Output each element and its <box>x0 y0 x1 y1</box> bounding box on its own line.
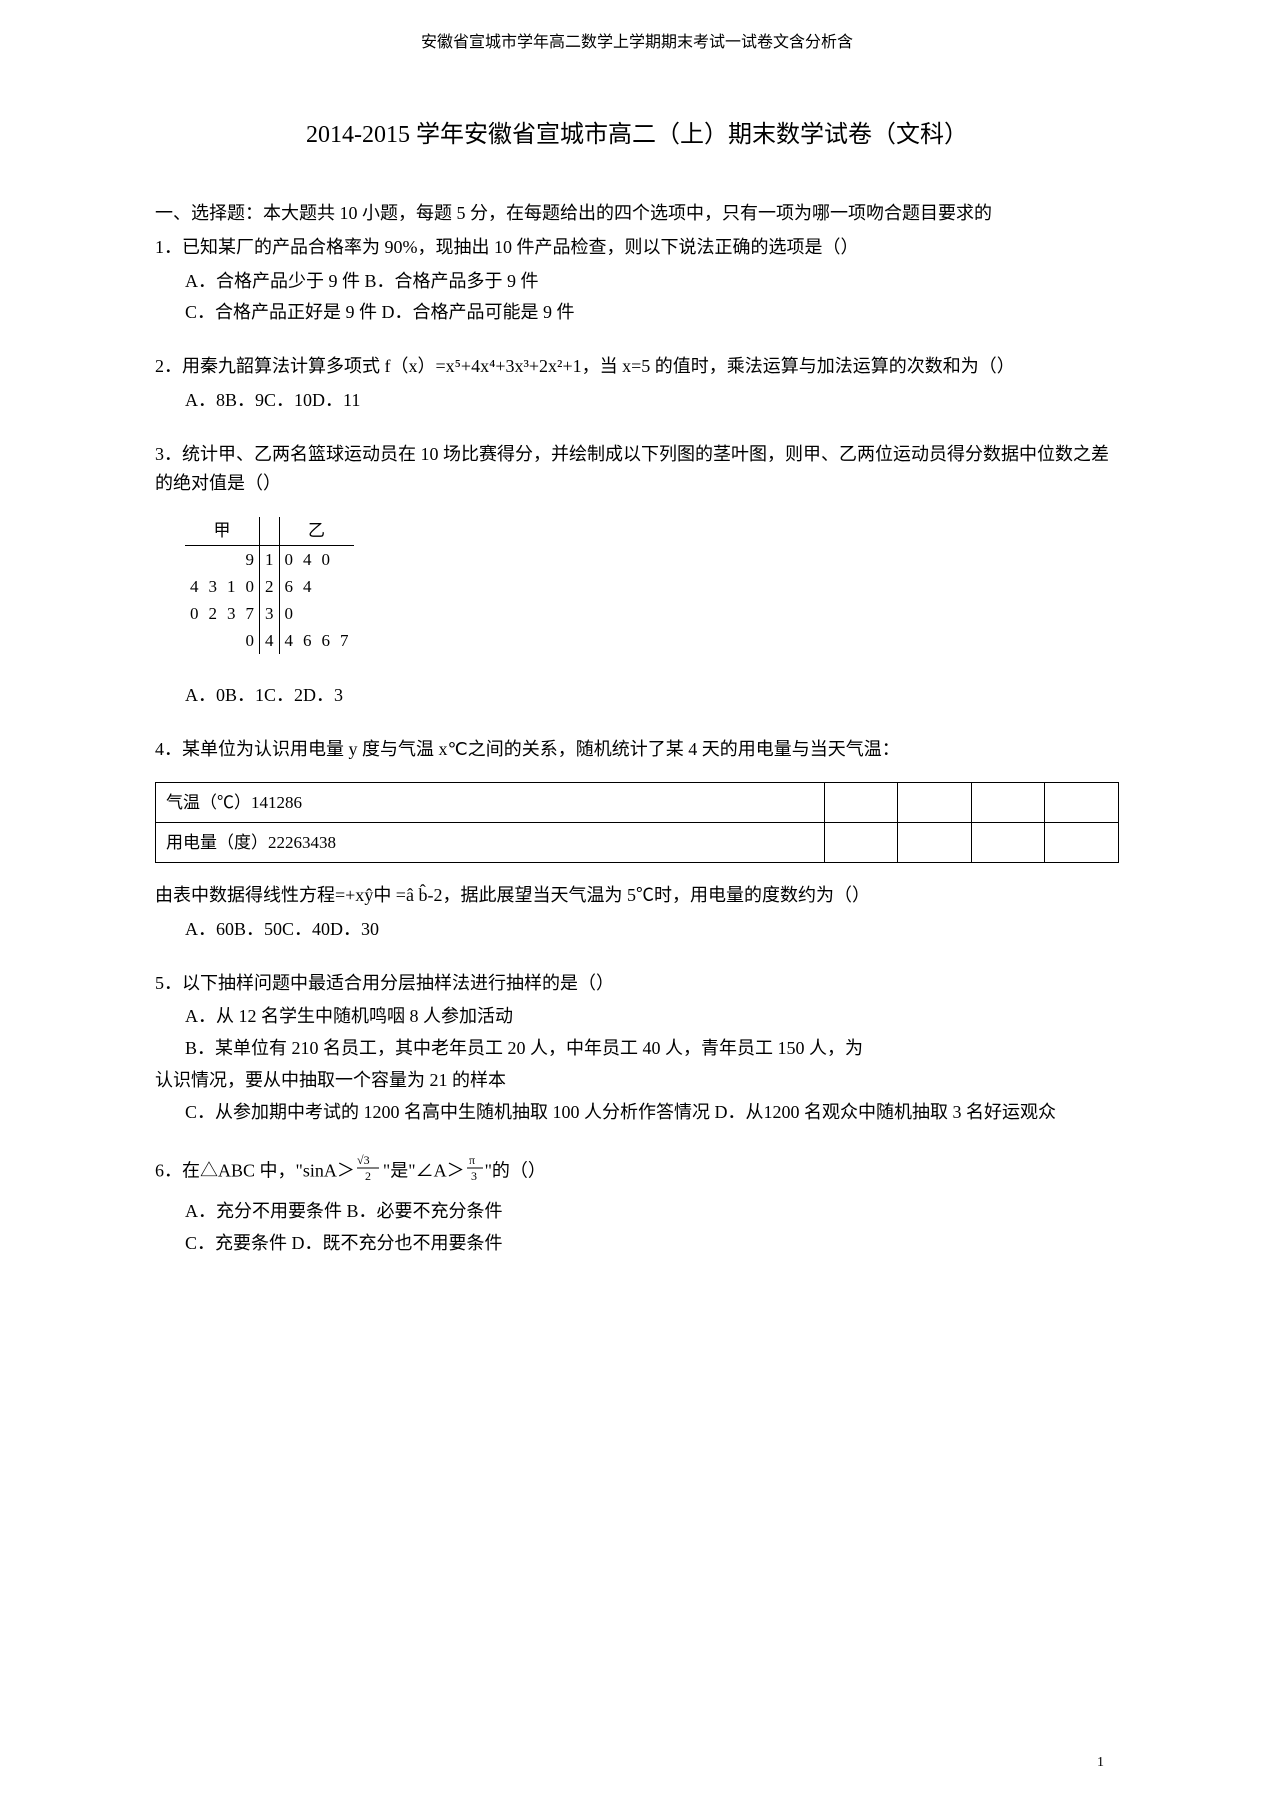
page-header: 安徽省宣城市学年高二数学上学期期末考试一试卷文含分析含 <box>155 30 1119 56</box>
section1-heading: 一、选择题：本大题共 10 小题，每题 5 分，在每题给出的四个选项中，只有一项… <box>155 199 1119 228</box>
q5-text: 5．以下抽样问题中最适合用分层抽样法进行抽样的是（） <box>155 969 1119 998</box>
question-1: 1．已知某厂的产品合格率为 90%，现抽出 10 件产品检查，则以下说法正确的选… <box>155 233 1119 327</box>
q3-text: 3．统计甲、乙两名篮球运动员在 10 场比赛得分，并绘制成以下列图的茎叶图，则甲… <box>155 440 1119 498</box>
page-number: 1 <box>1097 1752 1104 1774</box>
svg-text:π: π <box>469 1153 475 1167</box>
sqrt3-over-2-formula: √3 2 <box>355 1152 383 1193</box>
question-2: 2．用秦九韶算法计算多项式 f（x）=x⁵+4x⁴+3x³+2x²+1，当 x=… <box>155 352 1119 415</box>
stemleaf-header-left: 甲 <box>185 517 260 545</box>
stemleaf-row: 9 1 0 4 0 <box>185 545 354 573</box>
stemleaf-header-right: 乙 <box>279 517 354 545</box>
table-cell <box>898 782 972 822</box>
table-cell <box>971 782 1045 822</box>
q6-options-cd: C．充要条件 D．既不充分也不用要条件 <box>155 1229 1119 1258</box>
question-5: 5．以下抽样问题中最适合用分层抽样法进行抽样的是（） A．从 12 名学生中随机… <box>155 969 1119 1127</box>
question-4: 4．某单位为认识用电量 y 度与气温 x℃之间的关系，随机统计了某 4 天的用电… <box>155 735 1119 944</box>
q5-option-b-line1: B．某单位有 210 名员工，其中老年员工 20 人，中年员工 40 人，青年员… <box>155 1034 1119 1063</box>
stemleaf-row: 0 4 4 6 6 7 <box>185 627 354 654</box>
q1-text: 1．已知某厂的产品合格率为 90%，现抽出 10 件产品检查，则以下说法正确的选… <box>155 233 1119 262</box>
q1-options-ab: A．合格产品少于 9 件 B．合格产品多于 9 件 <box>155 267 1119 296</box>
q1-options-cd: C．合格产品正好是 9 件 D．合格产品可能是 9 件 <box>155 298 1119 327</box>
q4-text: 4．某单位为认识用电量 y 度与气温 x℃之间的关系，随机统计了某 4 天的用电… <box>155 735 1119 764</box>
table-cell <box>1045 822 1119 862</box>
exam-title: 2014-2015 学年安徽省宣城市高二（上）期末数学试卷（文科） <box>155 116 1119 154</box>
question-6: 6．在△ABC 中，"sinA＞ √3 2 "是"∠A＞ π 3 "的（） A．… <box>155 1152 1119 1258</box>
q5-option-b-line2: 认识情况，要从中抽取一个容量为 21 的样本 <box>155 1066 1119 1095</box>
table-cell: 气温（℃）141286 <box>156 782 825 822</box>
stemleaf-stem-header <box>260 517 280 545</box>
table-cell <box>1045 782 1119 822</box>
table-cell: 用电量（度）22263438 <box>156 822 825 862</box>
table-row: 气温（℃）141286 <box>156 782 1119 822</box>
q2-text: 2．用秦九韶算法计算多项式 f（x）=x⁵+4x⁴+3x³+2x²+1，当 x=… <box>155 352 1119 381</box>
q4-text2: 由表中数据得线性方程=+xŷ中 =â b̂-2，据此展望当天气温为 5℃时，用电… <box>155 881 1119 910</box>
stem-leaf-plot: 甲 乙 9 1 0 4 0 4 3 1 0 2 6 <box>185 517 354 654</box>
hat-y-symbol: ŷ <box>364 885 373 905</box>
stemleaf-row: 4 3 1 0 2 6 4 <box>185 573 354 600</box>
q5-option-a: A．从 12 名学生中随机鸣咽 8 人参加活动 <box>155 1002 1119 1031</box>
svg-text:√3: √3 <box>357 1153 370 1167</box>
q6-options-ab: A．充分不用要条件 B．必要不充分条件 <box>155 1197 1119 1226</box>
table-cell <box>824 782 898 822</box>
hat-a-symbol: â <box>406 885 414 905</box>
question-3: 3．统计甲、乙两名篮球运动员在 10 场比赛得分，并绘制成以下列图的茎叶图，则甲… <box>155 440 1119 710</box>
table-cell <box>824 822 898 862</box>
q5-options-cd: C．从参加期中考试的 1200 名高中生随机抽取 100 人分析作答情况 D．从… <box>155 1098 1119 1127</box>
q3-options: A．0B．1C．2D．3 <box>155 681 1119 710</box>
svg-text:2: 2 <box>365 1169 371 1183</box>
stemleaf-row: 0 2 3 7 3 0 <box>185 600 354 627</box>
pi-over-3-formula: π 3 <box>465 1152 485 1193</box>
table-cell <box>898 822 972 862</box>
table-row: 用电量（度）22263438 <box>156 822 1119 862</box>
q4-data-table: 气温（℃）141286 用电量（度）22263438 <box>155 782 1119 863</box>
table-cell <box>971 822 1045 862</box>
svg-text:3: 3 <box>471 1169 477 1183</box>
q6-text: 6．在△ABC 中，"sinA＞ √3 2 "是"∠A＞ π 3 "的（） <box>155 1152 1119 1193</box>
q4-options: A．60B．50C．40D．30 <box>155 915 1119 944</box>
q2-options: A．8B．9C．10D．11 <box>155 386 1119 415</box>
